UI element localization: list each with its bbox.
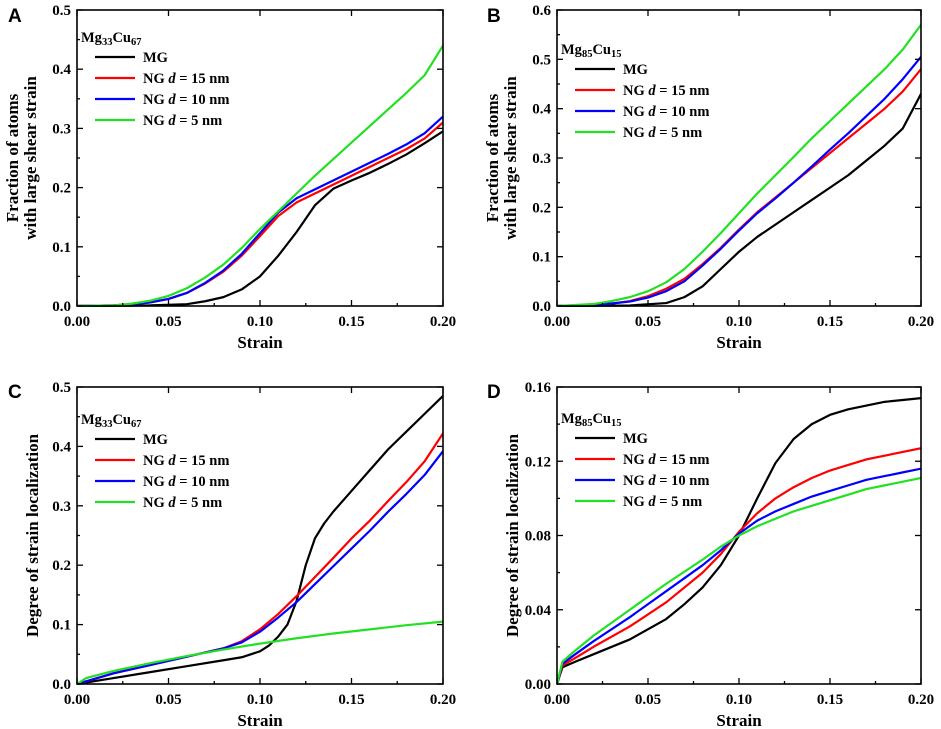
series-line-ng10 [557, 55, 921, 307]
x-axis-label: Strain [716, 711, 762, 729]
y-tick-label: 0.6 [532, 3, 551, 19]
y-axis-label: Degree of strain localization [23, 433, 42, 637]
series-line-mg [557, 92, 921, 307]
x-tick-label: 0.10 [247, 314, 273, 330]
x-axis-label: Strain [237, 333, 283, 352]
panel-letter: B [487, 6, 501, 27]
series-line-ng10 [557, 467, 921, 685]
legend-title: Mg85Cu15 [561, 411, 621, 429]
legend-label: NG d = 15 nm [623, 83, 709, 99]
y-axis-label: Fraction of atoms [483, 93, 502, 222]
series-line-ng5 [77, 620, 443, 685]
x-tick-label: 0.05 [635, 314, 661, 330]
y-tick-label: 0.5 [532, 52, 551, 68]
y-tick-label: 0.3 [52, 499, 71, 515]
panel-b: B 0.00 0.05 0.10 0.15 0.20 0.0 0.1 0.2 0.3 0.4 0.5 0… [483, 3, 934, 352]
legend-label: MG [623, 62, 648, 78]
series-line-mg [77, 130, 443, 307]
legend-label: NG d = 5 nm [143, 113, 222, 129]
x-tick-label: 0.00 [64, 692, 90, 708]
legend-title: Mg33Cu67 [81, 412, 141, 430]
x-tick-label: 0.20 [908, 314, 934, 330]
y-tick-label: 0.1 [52, 240, 71, 256]
x-tick-label: 0.20 [430, 692, 456, 708]
x-tick-label: 0.00 [64, 314, 90, 330]
x-tick-label: 0.00 [544, 314, 570, 330]
legend-title: Mg85Cu15 [561, 42, 621, 60]
y-tick-label: 0.16 [525, 380, 552, 396]
panel-letter: C [8, 382, 22, 403]
panel-d: D 0.00 0.05 0.10 0.15 0.20 0.00 0.04 0.08 0.12 0.1… [487, 380, 934, 729]
y-tick-label: 0.04 [525, 603, 552, 619]
series-line-ng10 [77, 115, 443, 307]
x-tick-label: 0.10 [726, 314, 752, 330]
series-line-ng5 [557, 23, 921, 307]
y-tick-label: 0.0 [52, 677, 71, 693]
y-tick-label: 0.4 [52, 439, 71, 455]
series-line-ng15 [77, 121, 443, 307]
legend-label: NG d = 10 nm [143, 474, 229, 490]
legend-label: MG [143, 50, 168, 66]
y-tick-label: 0.4 [532, 102, 551, 118]
x-tick-label: 0.15 [817, 314, 843, 330]
y-tick-label: 0.2 [52, 181, 71, 197]
y-tick-label: 0.5 [52, 3, 71, 19]
y-tick-label: 0.2 [532, 200, 551, 216]
legend-label: NG d = 5 nm [143, 495, 222, 511]
y-tick-label: 0.2 [52, 558, 71, 574]
plot-frame [76, 386, 444, 685]
y-tick-label: 0.1 [52, 618, 71, 634]
panel-letter: D [487, 382, 501, 403]
x-tick-label: 0.15 [338, 692, 364, 708]
y-tick-label: 0.4 [52, 62, 71, 78]
legend-label: NG d = 15 nm [143, 453, 229, 469]
panel-c: C 0.00 0.05 0.10 0.15 0.20 0.0 0.1 0.2 0.3 0.4 0.5 S… [8, 380, 456, 729]
x-tick-label: 0.05 [155, 692, 181, 708]
x-tick-label: 0.15 [338, 314, 364, 330]
series-line-ng5 [77, 44, 443, 307]
series-line-ng15 [557, 447, 921, 685]
legend-label: NG d = 5 nm [623, 125, 702, 141]
legend-label: MG [143, 432, 168, 448]
x-tick-label: 0.10 [247, 692, 273, 708]
series-line-ng5 [557, 476, 921, 685]
y-tick-label: 0.08 [525, 529, 551, 545]
legend-title: Mg33Cu67 [81, 30, 141, 48]
y-tick-label: 0.3 [532, 151, 551, 167]
legend-label: NG d = 15 nm [143, 71, 229, 87]
y-tick-label: 0.12 [525, 454, 551, 470]
x-tick-label: 0.05 [155, 314, 181, 330]
y-axis-label: with large shear strain [501, 76, 520, 240]
y-tick-label: 0.5 [52, 380, 71, 396]
series-line-mg [557, 397, 921, 685]
y-tick-label: 0.0 [532, 299, 551, 315]
y-axis-label: Degree of strain localization [503, 433, 522, 637]
y-tick-label: 0.3 [52, 121, 71, 137]
x-tick-label: 0.10 [726, 692, 752, 708]
legend-label: NG d = 5 nm [623, 494, 702, 510]
legend-label: MG [623, 431, 648, 447]
y-axis-label: with large shear strain [21, 76, 40, 240]
x-tick-label: 0.20 [430, 314, 456, 330]
series-line-ng15 [557, 68, 921, 307]
legend-label: NG d = 10 nm [623, 104, 709, 120]
series-line-ng10 [77, 450, 443, 685]
y-axis-label: Fraction of atoms [3, 93, 22, 222]
x-tick-label: 0.00 [544, 692, 570, 708]
series-line-ng15 [77, 432, 443, 685]
x-axis-label: Strain [237, 711, 283, 729]
legend-label: NG d = 10 nm [143, 92, 229, 108]
panel-letter: A [8, 6, 22, 27]
x-tick-label: 0.20 [908, 692, 934, 708]
y-tick-label: 0.1 [532, 250, 551, 266]
x-axis-label: Strain [716, 333, 762, 352]
panel-a: A 0.00 0.05 0.10 0.15 0.20 0.0 0.1 0.2 0.3 0.4 0.5 S… [3, 3, 456, 352]
legend-label: NG d = 10 nm [623, 473, 709, 489]
y-tick-label: 0.0 [52, 299, 71, 315]
y-tick-label: 0.00 [525, 677, 551, 693]
x-tick-label: 0.05 [635, 692, 661, 708]
legend-label: NG d = 15 nm [623, 452, 709, 468]
x-tick-label: 0.15 [817, 692, 843, 708]
